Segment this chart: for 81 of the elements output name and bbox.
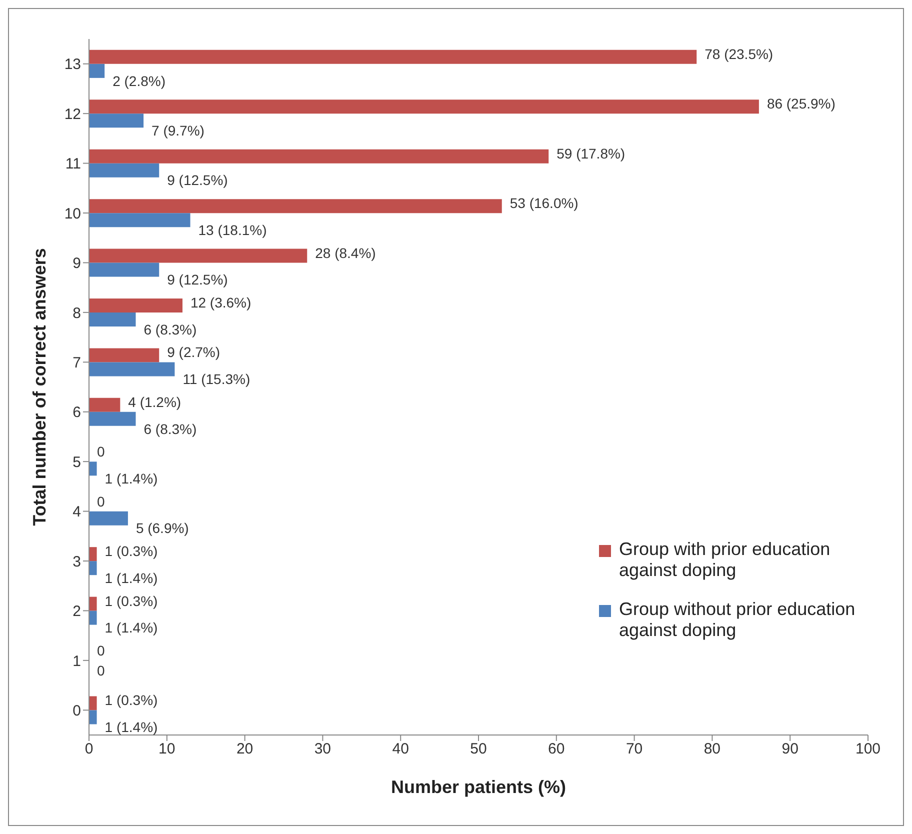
legend-label: Group with prior education against doping — [619, 539, 832, 581]
bar — [89, 561, 97, 576]
x-tick-label: 0 — [84, 740, 94, 758]
x-tick-label: 10 — [158, 740, 176, 758]
legend-label: Group without prior education against doping — [619, 599, 856, 641]
y-tick-label: 2 — [72, 603, 81, 620]
data-label: 1 (0.3%) — [104, 543, 158, 560]
data-label: 78 (23.5%) — [704, 46, 774, 62]
x-tick-label: 20 — [236, 740, 254, 758]
bar — [89, 262, 160, 277]
data-label: 86 (25.9%) — [766, 96, 836, 112]
data-label: 1 (0.3%) — [104, 592, 158, 609]
bar — [89, 398, 120, 412]
y-tick-label: 5 — [72, 454, 81, 471]
x-tick-label: 30 — [314, 740, 332, 758]
bar — [89, 610, 97, 625]
data-label: 4 (1.2%) — [128, 394, 182, 410]
bar — [89, 362, 175, 376]
y-tick-label: 10 — [64, 205, 81, 222]
y-tick-label: 9 — [72, 255, 81, 272]
bar — [89, 710, 97, 724]
x-tick-label: 50 — [470, 740, 487, 758]
bar — [89, 248, 308, 263]
y-tick-label: 3 — [72, 553, 81, 570]
bar — [89, 547, 97, 562]
bar — [89, 149, 549, 164]
y-tick-label: 12 — [64, 106, 81, 123]
data-label: 9 (12.5%) — [167, 272, 228, 288]
y-tick-label: 6 — [72, 404, 81, 422]
y-tick-label: 0 — [72, 702, 81, 720]
data-label: 0 — [97, 642, 105, 658]
y-tick-label: 4 — [72, 504, 81, 521]
bar — [89, 163, 160, 178]
bar — [89, 298, 182, 313]
bar — [89, 213, 190, 228]
x-axis-title: Number patients (%) — [390, 777, 566, 797]
x-tick-label: 80 — [704, 740, 721, 758]
data-label: 13 (18.1%) — [198, 222, 267, 238]
y-tick-label: 13 — [64, 56, 81, 74]
x-tick-label: 70 — [626, 740, 643, 758]
y-axis-title: Total number of correct answers — [29, 248, 50, 526]
bar — [89, 462, 97, 476]
data-label: 9 (2.7%) — [167, 344, 220, 360]
bar — [89, 64, 105, 78]
data-label: 28 (8.4%) — [315, 244, 376, 261]
bar — [89, 100, 759, 114]
bar — [89, 348, 160, 362]
bar — [89, 511, 128, 526]
bar — [89, 312, 136, 327]
data-label: 6 (8.3%) — [144, 420, 197, 437]
data-label: 1 (1.4%) — [104, 620, 158, 636]
x-tick-label: 100 — [855, 740, 881, 758]
data-label: 12 (3.6%) — [190, 294, 252, 310]
y-tick-label: 11 — [65, 156, 81, 173]
data-label: 2 (2.8%) — [112, 72, 166, 89]
bar — [89, 199, 502, 214]
data-label: 1 (1.4%) — [104, 570, 158, 586]
data-label: 5 (6.9%) — [136, 520, 189, 536]
y-tick-label: 8 — [72, 304, 81, 322]
data-label: 9 (12.5%) — [167, 172, 228, 188]
data-label: 1 (0.3%) — [104, 692, 158, 708]
data-label: 1 (1.4%) — [104, 719, 158, 736]
y-tick-label: 1 — [72, 652, 81, 670]
x-tick-label: 60 — [548, 740, 565, 758]
y-tick-label: 7 — [72, 354, 81, 372]
bar — [89, 412, 136, 426]
data-label: 11 (15.3%) — [182, 371, 250, 388]
bar — [89, 596, 97, 611]
data-label: 0 — [97, 662, 105, 678]
bar — [89, 114, 144, 128]
data-label: 7 (9.7%) — [152, 122, 204, 138]
x-tick-label: 90 — [782, 740, 798, 758]
x-tick-label: 40 — [392, 740, 409, 758]
bar — [89, 50, 697, 64]
data-label: 59 (17.8%) — [556, 145, 626, 162]
data-label: 53 (16.0%) — [510, 195, 578, 212]
data-label: 6 (8.3%) — [144, 321, 197, 338]
data-label: 0 — [97, 444, 105, 460]
bar — [89, 696, 97, 710]
data-label: 0 — [97, 493, 105, 510]
data-label: 1 (1.4%) — [104, 470, 158, 486]
